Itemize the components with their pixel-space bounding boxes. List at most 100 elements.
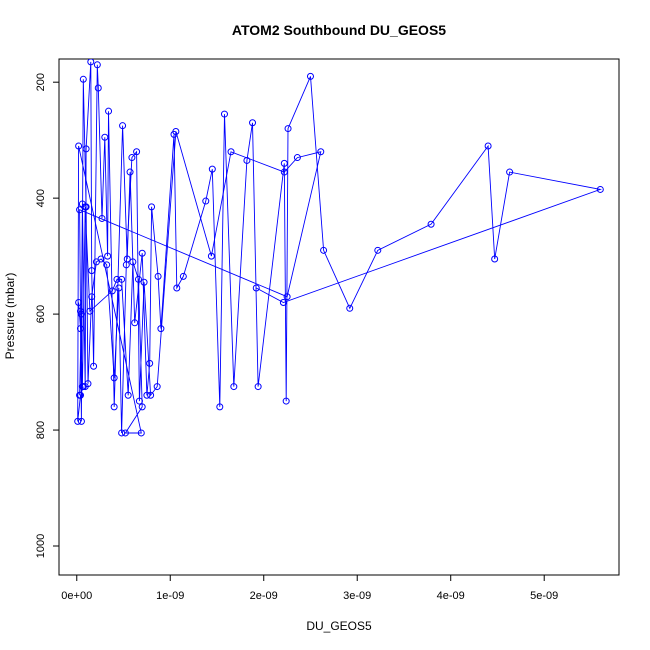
x-tick-label: 2e-09 [250,590,278,602]
data-point [249,119,257,127]
data-point [131,319,139,327]
data-point [77,307,85,315]
data-point [77,391,85,399]
data-point [81,203,89,211]
data-point [252,284,260,292]
x-tick-label: 3e-09 [343,590,371,602]
data-point [173,284,181,292]
data-point [75,299,83,307]
data-point [374,246,382,254]
data-point [491,255,499,263]
data-point [143,391,151,399]
data-point [320,246,328,254]
y-tick-label: 800 [35,421,47,439]
data-point [122,261,130,269]
y-axis: 200 400 600 800 1000 [35,73,60,558]
data-point [484,142,492,150]
data-point [118,429,126,437]
data-point [97,255,105,263]
data-point [86,307,94,315]
data-point [284,125,292,133]
data-point [94,84,102,92]
data-point [129,258,137,266]
data-point [108,287,116,295]
data-point [76,206,84,214]
data-point [135,397,143,405]
data-point [346,304,354,312]
data-point [113,275,121,283]
data-point [134,275,142,283]
series-0-line [79,61,603,407]
y-tick-label: 600 [35,305,47,323]
data-point [202,197,210,205]
x-tick-label: 4e-09 [437,590,465,602]
data-point [208,165,216,173]
x-tick-label: 5e-09 [530,590,558,602]
x-tick-label: 0e+00 [61,590,92,602]
chart-title: ATOM2 Southbound DU_GEOS5 [232,22,446,38]
data-point [124,391,132,399]
data-point [138,249,146,257]
data-point [216,403,224,411]
y-tick-label: 400 [35,189,47,207]
data-point [104,252,112,260]
data-point [147,391,155,399]
x-tick-label: 1e-09 [156,590,184,602]
data-point [172,127,180,135]
data-point [227,148,235,156]
data-point [74,417,82,425]
data-point [293,154,301,162]
data-point [280,159,288,167]
data-point [506,168,514,176]
x-axis-label: DU_GEOS5 [306,619,372,633]
data-point [110,403,118,411]
y-tick-label: 200 [35,73,47,91]
data-point [93,61,101,69]
data-point [115,284,123,292]
data-point [75,142,83,150]
data-point [207,252,215,260]
y-tick-label: 1000 [35,534,47,558]
data-point [220,110,228,118]
data-point [137,429,145,437]
data-point [101,133,109,141]
data-point [110,374,118,382]
data-point [283,293,291,301]
data-point [118,275,126,283]
data-point [77,417,85,425]
data-point [98,214,106,222]
data-point [280,168,288,176]
data-point [140,278,148,286]
data-point [103,261,111,269]
series-layer [74,59,604,437]
data-point [279,299,287,307]
data-point [77,325,85,333]
y-axis-label: Pressure (mbar) [3,273,17,360]
data-point [153,383,161,391]
data-point [88,267,96,275]
data-point [87,59,95,66]
data-point [427,220,435,228]
data-point [79,383,87,391]
data-point [254,383,262,391]
data-point [133,148,141,156]
data-point [596,185,604,193]
data-point [128,154,136,162]
data-point [121,429,129,437]
data-point [126,168,134,176]
data-point [230,383,238,391]
data-point [317,148,325,156]
data-point [119,122,127,130]
data-point [79,75,87,83]
data-point [282,397,290,405]
data-point [90,362,98,370]
data-point [179,272,187,280]
series-1-line [77,79,322,434]
data-point [105,107,113,115]
data-point [306,72,314,80]
x-axis: 0e+00 1e-09 2e-09 3e-09 4e-09 5e-09 [61,574,558,602]
data-point [146,359,154,367]
data-point [148,203,156,211]
data-point [154,272,162,280]
